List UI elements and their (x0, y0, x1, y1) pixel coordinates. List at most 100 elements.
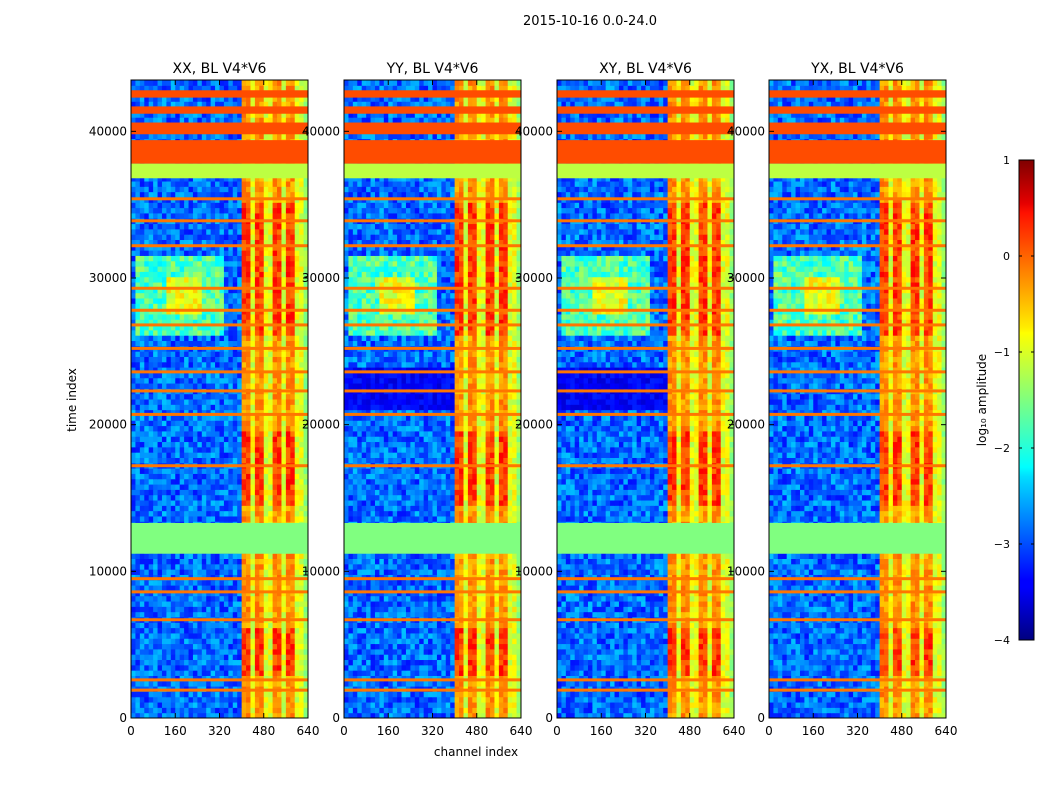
heatmap-cell (131, 313, 136, 320)
heatmap-cell (131, 430, 136, 437)
heatmap-image (131, 80, 308, 718)
heatmap-cell (161, 255, 167, 262)
heatmap-cell (223, 207, 229, 214)
heatmap-cell (263, 287, 269, 294)
heatmap-cell (161, 361, 167, 368)
heatmap-cell (352, 707, 358, 714)
heatmap-cell (179, 313, 185, 320)
heatmap-cell (294, 425, 300, 432)
heatmap-cell (303, 569, 308, 575)
heatmap-cell (215, 228, 220, 235)
heatmap-cell (285, 680, 291, 687)
heatmap-cell (290, 303, 296, 310)
heatmap-cell (161, 691, 167, 698)
heatmap-cell (157, 324, 163, 331)
heatmap-cell (268, 175, 274, 182)
heatmap-cell (131, 611, 136, 618)
heatmap-cell (139, 638, 145, 645)
heatmap-cell (250, 255, 256, 262)
heatmap-cell (197, 228, 203, 235)
heatmap-cell (206, 707, 212, 714)
heatmap-cell (139, 95, 145, 102)
heatmap-cell (272, 404, 278, 411)
heatmap-cell (303, 489, 308, 496)
heatmap-cell (148, 595, 154, 602)
heatmap-cell (179, 351, 185, 357)
heatmap-cell (170, 234, 176, 240)
heatmap-cell (263, 585, 269, 591)
heatmap-cell (268, 324, 274, 331)
heatmap-cell (246, 340, 251, 347)
heatmap-cell (268, 505, 274, 512)
heatmap-cell (166, 553, 172, 559)
heatmap-cell (436, 712, 442, 718)
heatmap-cell (303, 186, 308, 193)
heatmap-cell (281, 500, 287, 506)
heatmap-cell (175, 228, 181, 235)
heatmap-cell (148, 414, 154, 421)
heatmap-cell (228, 313, 234, 320)
heatmap-cell (241, 622, 247, 629)
heatmap-cell (175, 111, 181, 118)
heatmap-cell (131, 335, 136, 342)
heatmap-cell (175, 276, 181, 283)
heatmap-cell (131, 207, 136, 214)
heatmap-cell (228, 255, 234, 262)
heatmap-cell (290, 670, 296, 676)
heatmap-cell (184, 297, 190, 304)
heatmap-cell (459, 712, 464, 718)
heatmap-cell (148, 468, 154, 474)
heatmap-cell (228, 287, 234, 294)
heatmap-cell (179, 659, 185, 666)
heatmap-cell (179, 133, 185, 139)
heatmap-cell (490, 702, 495, 708)
heatmap-cell (144, 643, 150, 650)
heatmap-cell (153, 117, 159, 124)
heatmap-cell (237, 175, 243, 182)
heatmap-cell (170, 553, 176, 559)
heatmap-cell (272, 95, 278, 102)
heatmap-cell (285, 696, 291, 703)
heatmap-cell (241, 627, 247, 634)
heatmap-cell (157, 282, 163, 288)
heatmap-cell (139, 627, 145, 634)
heatmap-cell (246, 569, 251, 575)
heatmap-cell (290, 351, 296, 357)
heatmap-cell (246, 101, 251, 108)
flagged-band (131, 122, 308, 135)
heatmap-cell (170, 202, 176, 209)
heatmap-cell (201, 372, 207, 379)
heatmap-cell (148, 489, 154, 496)
heatmap-cell (215, 202, 220, 209)
heatmap-cell (184, 287, 190, 294)
heatmap-cell (281, 425, 287, 432)
heatmap-cell (201, 324, 207, 331)
heatmap-cell (272, 558, 278, 565)
heatmap-cell (157, 638, 163, 645)
heatmap-cell (285, 691, 291, 698)
heatmap-cell (294, 404, 300, 411)
heatmap-cell (135, 228, 141, 235)
heatmap-cell (188, 207, 194, 214)
heatmap-cell (210, 383, 216, 389)
heatmap-cell (290, 80, 296, 86)
heatmap-cell (197, 414, 203, 421)
heatmap-cell (246, 579, 251, 586)
heatmap-cell (135, 563, 141, 570)
rfi-line (131, 590, 308, 594)
heatmap-cell (246, 473, 251, 480)
heatmap-cell (228, 191, 234, 198)
heatmap-cell (228, 707, 234, 714)
heatmap-cell (268, 117, 274, 124)
heatmap-cell (201, 430, 207, 437)
heatmap-cell (254, 266, 260, 272)
heatmap-cell (268, 223, 274, 230)
heatmap-cell (290, 654, 296, 661)
heatmap-cell (228, 324, 234, 331)
heatmap-cell (201, 468, 207, 474)
heatmap-cell (139, 260, 145, 267)
heatmap-cell (290, 361, 296, 368)
heatmap-cell (250, 563, 256, 570)
heatmap-cell (157, 632, 163, 639)
heatmap-cell (263, 595, 269, 602)
